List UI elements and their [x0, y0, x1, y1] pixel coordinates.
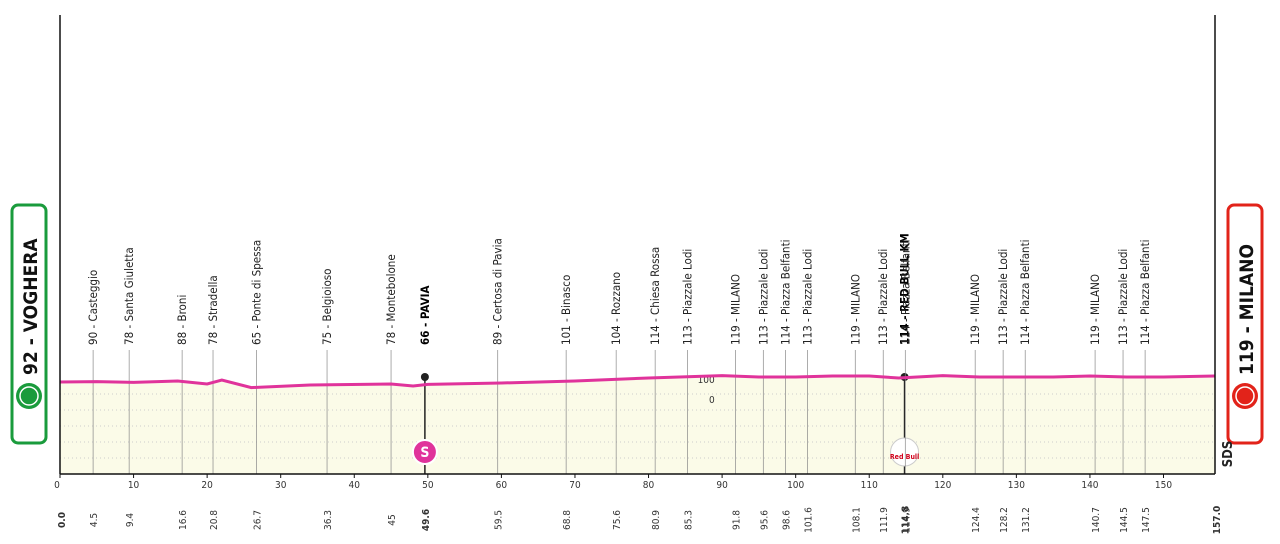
redbull-badge	[890, 437, 920, 467]
waypoint-label: 89 - Certosa di Pavia	[491, 238, 505, 345]
waypoint-km: 36.3	[323, 510, 334, 530]
waypoint-label: 114 - RED BULL KM	[898, 233, 912, 345]
profile-fill	[60, 375, 1215, 474]
waypoint-km: 131.2	[1021, 507, 1032, 533]
waypoint-label: 113 - Piazzale Lodi	[876, 249, 890, 345]
finish-label: 119 - MILANO	[1236, 244, 1258, 375]
waypoint-km: 45	[387, 514, 398, 525]
waypoint-km: 20.8	[209, 510, 220, 530]
waypoint-km: 101.6	[803, 507, 814, 533]
waypoint-label: 90 - Casteggio	[86, 270, 100, 345]
waypoint-label: 114 - Piazza Belfanti	[1138, 239, 1152, 345]
waypoint-km: 114.8	[901, 506, 912, 534]
waypoint-label: 113 - Piazzale Lodi	[1116, 249, 1130, 345]
x-tick-label: 30	[275, 480, 287, 491]
redbull-badge-text: Red Bull	[890, 453, 919, 461]
waypoint-label: 119 - MILANO	[1088, 274, 1102, 345]
waypoint-km: 80.9	[651, 510, 662, 530]
x-tick-label: 50	[422, 480, 434, 491]
waypoint-label: 114 - Piazza Belfanti	[778, 239, 792, 345]
waypoint-km: 49.6	[421, 509, 432, 531]
waypoint-label: 65 - Ponte di Spessa	[249, 240, 263, 345]
sprint-badge-text: S	[420, 445, 429, 461]
waypoint-label: 119 - MILANO	[728, 274, 742, 345]
x-tick-label: 140	[1081, 480, 1098, 491]
x-tick-label: 90	[716, 480, 728, 491]
distance-end: 157.0	[1212, 506, 1223, 534]
waypoint-label: 78 - Santa Giuletta	[122, 247, 136, 345]
sprint-badge	[411, 439, 438, 465]
waypoint-km: 75.6	[612, 510, 623, 530]
waypoint-label: 66 - PAVIA	[418, 285, 432, 345]
profile-line	[59, 374, 1216, 390]
altitude-label: 0	[709, 395, 715, 406]
x-tick-label: 70	[569, 480, 581, 491]
logo: SDS	[1221, 441, 1236, 468]
waypoint-label: 114 - Piazza Belfanti	[1018, 239, 1032, 345]
x-tick-label: 120	[934, 480, 951, 491]
x-tick-label: 10	[128, 480, 140, 491]
finish-box	[1226, 203, 1264, 445]
waypoint-km: 111.9	[879, 507, 890, 533]
waypoint-label: 113 - Piazzale Lodi	[681, 249, 695, 345]
waypoint-label: 113 - Piazzale Lodi	[800, 249, 814, 345]
waypoint-label: 78 - Montebolone	[384, 254, 398, 345]
x-tick-label: 60	[496, 480, 508, 491]
x-tick-label: 80	[643, 480, 655, 491]
waypoint-km: 128.2	[999, 507, 1010, 533]
waypoint-label: 88 - Broni	[175, 295, 189, 345]
waypoint-label: 114 - Piazza Belfanti	[898, 239, 912, 345]
start-icon-inner	[19, 386, 39, 406]
x-tick-label: 20	[201, 480, 213, 491]
finish-icon-inner	[1235, 386, 1255, 406]
waypoint-km: 114.9	[901, 507, 912, 533]
waypoint-label: 119 - MILANO	[968, 274, 982, 345]
waypoint-km: 147.5	[1141, 507, 1152, 533]
waypoint-km: 85.3	[684, 510, 695, 530]
x-tick-label: 150	[1155, 480, 1172, 491]
waypoint-km: 68.8	[562, 510, 573, 530]
altitude-label: 100	[698, 375, 715, 386]
x-tick-label: 130	[1008, 480, 1025, 491]
waypoint-label: 119 - MILANO	[848, 274, 862, 345]
waypoint-km: 91.8	[731, 510, 742, 530]
waypoint-label: 104 - Rozzano	[609, 272, 623, 345]
x-tick-label: 40	[349, 480, 361, 491]
waypoint-label: 113 - Piazzale Lodi	[996, 249, 1010, 345]
waypoint-km: 16.6	[178, 510, 189, 530]
waypoint-km: 59.5	[494, 510, 505, 530]
waypoint-km: 4.5	[89, 513, 100, 527]
start-label: 92 - VOGHERA	[20, 238, 42, 375]
waypoint-km: 124.4	[971, 507, 982, 533]
waypoint-label: 114 - Chiesa Rossa	[648, 247, 662, 345]
waypoint-label: 113 - Piazzale Lodi	[756, 249, 770, 345]
waypoint-label: 75 - Belgioioso	[320, 268, 334, 345]
waypoint-km: 9.4	[125, 513, 136, 528]
x-tick-label: 0	[54, 480, 60, 491]
distance-end: 0.0	[57, 512, 68, 528]
waypoint-dot	[420, 373, 429, 381]
waypoint-km: 140.7	[1091, 507, 1102, 533]
x-tick-label: 100	[787, 480, 804, 491]
waypoint-km: 144.5	[1119, 507, 1130, 533]
x-tick-label: 110	[861, 480, 878, 491]
waypoint-km: 26.7	[252, 510, 263, 530]
waypoint-km: 108.1	[851, 507, 862, 533]
waypoint-km: 95.6	[759, 510, 770, 530]
waypoint-label: 78 - Stradella	[206, 275, 220, 345]
start-box	[10, 203, 48, 445]
waypoint-km: 98.6	[781, 510, 792, 530]
waypoint-label: 101 - Binasco	[559, 275, 573, 345]
